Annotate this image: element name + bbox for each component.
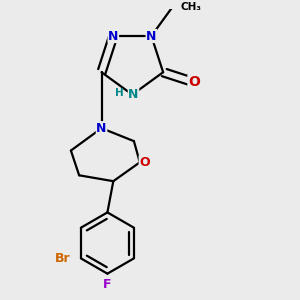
Text: CH₃: CH₃ (181, 2, 202, 12)
Text: O: O (139, 156, 150, 169)
Text: N: N (146, 29, 157, 43)
Text: Br: Br (55, 252, 70, 265)
Text: N: N (108, 29, 119, 43)
Text: H: H (115, 88, 124, 98)
Text: F: F (103, 278, 112, 291)
Text: O: O (188, 75, 200, 89)
Text: N: N (96, 122, 107, 135)
Text: N: N (128, 88, 139, 101)
